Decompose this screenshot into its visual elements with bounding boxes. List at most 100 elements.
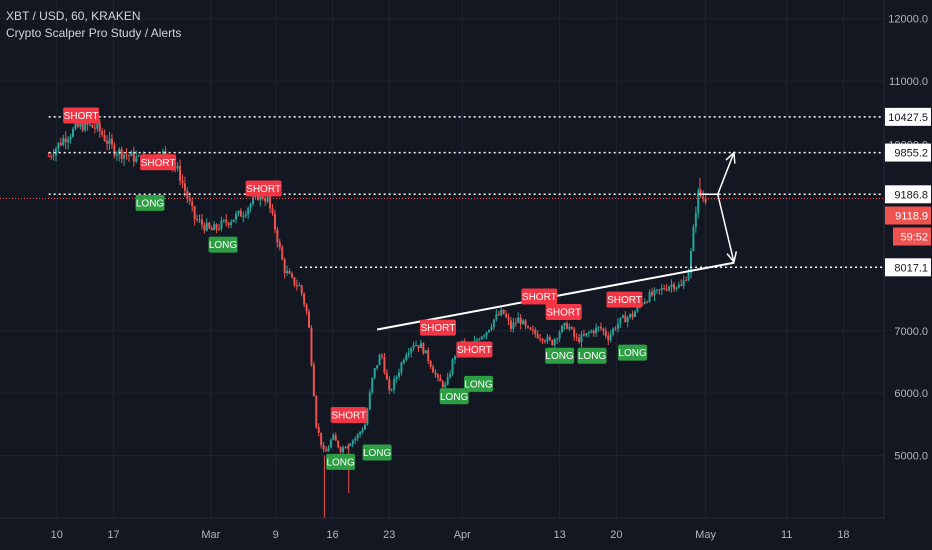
signal-tag-box: [63, 107, 100, 124]
signal-tag-box: [439, 388, 469, 405]
candle-body: [561, 325, 564, 332]
candle-body: [689, 251, 692, 273]
candle-body: [541, 338, 544, 341]
candle-body: [558, 331, 561, 339]
candle-body: [556, 338, 559, 340]
candle-body: [113, 144, 116, 156]
candle-body: [651, 291, 654, 296]
time-tick-label: 10: [51, 529, 63, 541]
long-signal-tag: LONG: [326, 453, 356, 470]
candle-body: [93, 127, 96, 129]
candle-body: [232, 219, 235, 222]
candle-body: [393, 378, 396, 390]
signal-tag-box: [208, 236, 238, 253]
candle-body: [602, 328, 605, 331]
candle-body: [247, 208, 250, 215]
candle-body: [186, 190, 189, 199]
long-signal-tag: LONG: [362, 444, 392, 461]
candle-body: [276, 229, 279, 243]
signal-tag-label: LONG: [440, 392, 469, 403]
short-signal-tag: SHORT: [245, 180, 282, 197]
time-axis-background: [0, 518, 932, 550]
candle-body: [422, 343, 425, 354]
signal-tag-box: [577, 347, 607, 364]
candle-body: [480, 336, 483, 340]
candle-body: [604, 330, 607, 336]
candle-body: [84, 120, 87, 131]
time-tick-label: 13: [553, 529, 565, 541]
candle-body: [446, 377, 449, 385]
level-price-box: [885, 258, 931, 277]
candle-body: [303, 293, 306, 305]
candle-body: [563, 323, 566, 326]
candle-body: [356, 434, 359, 439]
long-signal-tag: LONG: [545, 347, 575, 364]
candle-body: [475, 339, 478, 341]
candle-body: [354, 438, 357, 441]
signal-tag-box: [545, 304, 582, 321]
candle-body: [519, 317, 522, 325]
candle-body: [249, 203, 252, 209]
signal-tag-box: [245, 180, 282, 197]
candle-body: [96, 122, 99, 129]
candle-body: [220, 220, 223, 230]
candle-body: [264, 198, 267, 202]
time-axis[interactable]: 10 17 Mar 9 16 23 Apr 13 20 May 11 18: [0, 517, 932, 550]
long-signal-tag: LONG: [439, 388, 469, 405]
candle-body: [225, 219, 228, 223]
signal-tag-label: SHORT: [457, 345, 492, 356]
signal-tag-label: SHORT: [421, 323, 456, 334]
signal-tag-box: [545, 347, 575, 364]
candle-body: [312, 364, 315, 397]
candle-body: [670, 284, 673, 287]
candle-body: [680, 284, 683, 286]
candle-body: [123, 154, 126, 159]
candle-body: [196, 219, 199, 221]
candle-body: [526, 325, 529, 328]
long-signal-tag: LONG: [463, 375, 493, 392]
candle-body: [388, 379, 391, 390]
study-title[interactable]: Crypto Scalper Pro Study / Alerts: [6, 26, 182, 40]
candle-body: [79, 122, 82, 127]
candle-body: [317, 427, 320, 433]
candle-body: [191, 201, 194, 207]
candle-body: [619, 317, 622, 324]
candle-body: [653, 289, 656, 296]
candle-body: [256, 193, 259, 200]
signal-tag-box: [618, 344, 648, 361]
candle-body: [592, 330, 595, 334]
candle-body: [636, 305, 639, 312]
short-signal-tag: SHORT: [545, 304, 582, 321]
candle-body: [439, 377, 442, 382]
candle-body: [227, 222, 230, 225]
candle-body: [71, 128, 74, 137]
candle-body: [595, 327, 598, 334]
target-arrow-head: [726, 251, 738, 264]
signal-tag-box: [140, 154, 177, 171]
candle-body: [125, 154, 128, 156]
price-axis[interactable]: 12000.011000.07000.06000.05000.010000.01…: [883, 0, 932, 550]
candle-body: [434, 372, 437, 375]
candle-body: [76, 123, 79, 127]
symbol-title[interactable]: XBT / USD, 60, KRAKEN: [6, 9, 141, 23]
candle-body: [590, 330, 593, 333]
candle-body: [115, 154, 118, 156]
long-signal-tag: LONG: [208, 236, 238, 253]
countdown-box: [893, 227, 931, 246]
time-tick-label: Mar: [201, 529, 220, 541]
candle-body: [103, 135, 106, 141]
signal-tag-box: [362, 444, 392, 461]
candle-body: [587, 332, 590, 334]
candle-body: [631, 313, 634, 317]
time-tick-label: 20: [610, 529, 622, 541]
candle-body: [536, 334, 539, 339]
candle-body: [210, 227, 213, 231]
candle-body: [244, 214, 247, 217]
signal-tag-label: LONG: [618, 348, 647, 359]
candle-body: [453, 356, 456, 360]
grid-lines: [0, 0, 884, 518]
candle-body: [546, 336, 549, 342]
level-price-label: 9186.8: [894, 189, 928, 201]
